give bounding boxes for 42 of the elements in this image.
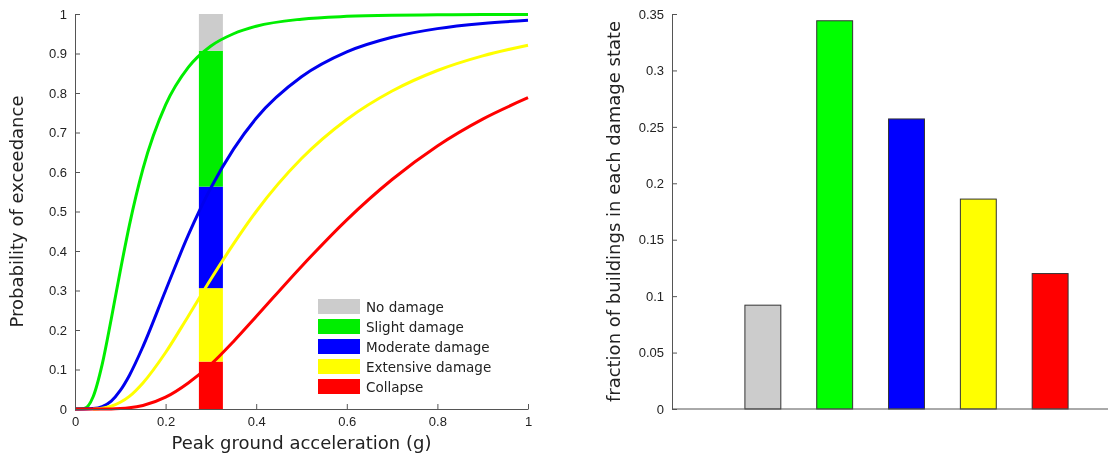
y-tick-label: 0.3 (48, 283, 67, 299)
legend-label: No damage (366, 299, 444, 315)
y-tick-label: 0.2 (645, 175, 664, 191)
x-tick-label: 0 (71, 414, 80, 430)
y-tick-label: 0.1 (48, 362, 67, 378)
x-tick-label: 0.8 (428, 414, 447, 430)
y-axis-title: fraction of buildings in each damage state (603, 20, 624, 403)
y-tick-label: 0.05 (638, 345, 664, 361)
bar (198, 288, 223, 362)
bar (1031, 273, 1069, 410)
y-tick-label: 0 (656, 401, 664, 417)
y-tick-label: 0.4 (48, 243, 67, 259)
x-tick-label: 1 (524, 414, 533, 430)
y-tick-label: 1 (59, 6, 67, 22)
bar (816, 20, 854, 410)
x-axis-title: Peak ground acceleration (g) (171, 432, 432, 453)
bar (198, 50, 223, 187)
y-tick-label: 0.15 (638, 232, 664, 248)
bar (198, 14, 223, 51)
legend-label: Moderate damage (366, 339, 490, 355)
bar (888, 118, 925, 410)
bar (744, 304, 782, 410)
y-tick-label: 0 (59, 401, 67, 417)
y-axis-title: Probability of exceedance (6, 95, 27, 328)
y-tick-label: 0.5 (48, 204, 67, 220)
y-tick-label: 0.9 (48, 46, 67, 62)
y-tick-label: 0.1 (645, 288, 664, 304)
y-tick-label: 0.8 (48, 85, 67, 101)
x-tick-label: 0.6 (338, 414, 357, 430)
bar (959, 198, 997, 410)
x-tick-label: 0.4 (247, 414, 266, 430)
legend-label: Slight damage (366, 319, 464, 335)
y-tick-label: 0.2 (48, 322, 67, 338)
y-tick-label: 0.25 (638, 119, 664, 135)
bar (198, 186, 223, 289)
y-tick-label: 0.6 (48, 164, 67, 180)
x-tick-label: 0.2 (157, 414, 176, 430)
legend-label: Collapse (366, 379, 424, 395)
y-tick-label: 0.7 (48, 125, 67, 141)
legend-label: Extensive damage (366, 359, 492, 375)
y-tick-label: 0.35 (638, 6, 664, 22)
y-tick-label: 0.3 (645, 63, 664, 79)
